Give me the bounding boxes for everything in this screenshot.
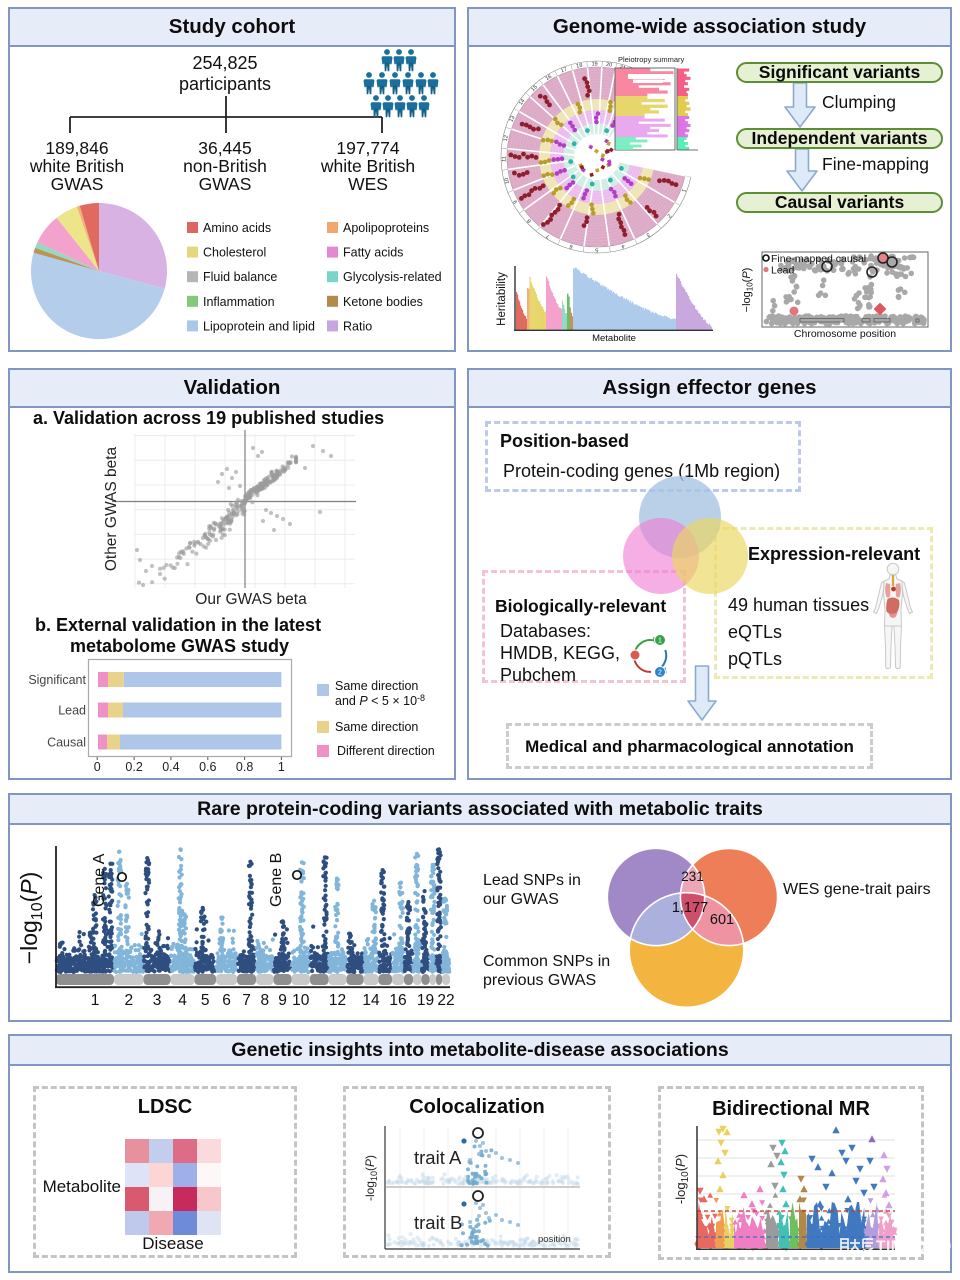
svg-text:6: 6 <box>569 243 574 250</box>
svg-text:Fatty acids: Fatty acids <box>343 246 403 260</box>
svg-text:2: 2 <box>124 992 133 1009</box>
svg-text:19: 19 <box>591 61 597 67</box>
svg-text:3: 3 <box>645 231 651 238</box>
svg-text:-log10(P): -log10(P) <box>363 1155 379 1201</box>
svg-text:Amino acids: Amino acids <box>203 221 271 235</box>
svg-text:Metabolite: Metabolite <box>592 333 636 344</box>
svg-text:1: 1 <box>680 188 687 193</box>
svg-text:Ratio: Ratio <box>343 319 372 333</box>
svg-text:0: 0 <box>94 760 101 774</box>
svg-text:18: 18 <box>576 63 583 70</box>
svg-text:16: 16 <box>389 992 406 1009</box>
svg-text:Gene A: Gene A <box>91 853 108 907</box>
svg-text:−log10(P): −log10(P) <box>16 872 46 965</box>
svg-text:trait A: trait A <box>414 1147 462 1168</box>
svg-text:0.4: 0.4 <box>162 760 179 774</box>
svg-text:231: 231 <box>681 869 704 884</box>
svg-text:17: 17 <box>560 67 568 75</box>
svg-text:5: 5 <box>201 992 210 1009</box>
svg-text:4: 4 <box>621 243 626 250</box>
svg-text:3: 3 <box>153 992 162 1009</box>
svg-text:7: 7 <box>545 232 551 239</box>
svg-text:0.8: 0.8 <box>236 760 253 774</box>
svg-text:7: 7 <box>242 992 251 1009</box>
svg-text:14: 14 <box>518 98 526 106</box>
svg-text:1: 1 <box>91 992 100 1009</box>
svg-text:Lipoprotein and lipid: Lipoprotein and lipid <box>203 319 315 333</box>
svg-text:12: 12 <box>503 135 510 142</box>
svg-text:8: 8 <box>260 992 269 1009</box>
svg-text:5: 5 <box>595 247 598 253</box>
svg-text:Ketone bodies: Ketone bodies <box>343 295 423 309</box>
svg-text:TIMEDOO: TIMEDOO <box>876 1239 952 1256</box>
svg-text:Cholesterol: Cholesterol <box>203 246 266 260</box>
svg-text:Lead: Lead <box>771 265 795 277</box>
svg-text:Glycolysis-related: Glycolysis-related <box>343 270 442 284</box>
svg-text:8: 8 <box>526 217 532 223</box>
svg-text:10: 10 <box>292 992 310 1009</box>
svg-text:-log10(P): -log10(P) <box>673 1154 691 1204</box>
svg-text:2: 2 <box>665 212 672 218</box>
svg-text:Inflammation: Inflammation <box>203 295 275 309</box>
svg-text:position: position <box>538 1234 571 1245</box>
svg-text:2: 2 <box>658 670 662 677</box>
svg-text:0.6: 0.6 <box>199 760 216 774</box>
svg-text:0.2: 0.2 <box>125 760 142 774</box>
svg-text:14: 14 <box>362 992 380 1009</box>
svg-text:Causal: Causal <box>47 736 86 750</box>
svg-text:Same direction: Same direction <box>335 679 418 693</box>
svg-text:Gene B: Gene B <box>268 853 285 907</box>
svg-text:11: 11 <box>501 156 507 162</box>
svg-text:1,177: 1,177 <box>672 900 708 916</box>
svg-text:9: 9 <box>513 199 520 205</box>
svg-text:19: 19 <box>417 992 434 1009</box>
svg-text:1: 1 <box>278 760 285 774</box>
svg-text:trait B: trait B <box>414 1212 462 1233</box>
svg-text:20: 20 <box>606 62 613 69</box>
svg-text:601: 601 <box>710 912 734 928</box>
svg-text:Heritability: Heritability <box>496 272 508 326</box>
svg-text:Different direction: Different direction <box>337 744 435 758</box>
svg-text:10: 10 <box>504 177 511 184</box>
svg-text:9: 9 <box>278 992 287 1009</box>
svg-text:Our GWAS beta: Our GWAS beta <box>195 591 307 608</box>
svg-text:and P < 5 × 10-8: and P < 5 × 10-8 <box>335 693 425 708</box>
svg-text:Pleiotropy summary: Pleiotropy summary <box>618 55 685 64</box>
svg-text:16: 16 <box>545 74 553 82</box>
svg-text:−log10(P): −log10(P) <box>741 268 755 313</box>
svg-text:Fluid balance: Fluid balance <box>203 270 277 284</box>
svg-text:15: 15 <box>530 84 539 93</box>
svg-text:Fine-mapped causal: Fine-mapped causal <box>771 253 866 265</box>
svg-text:Lead: Lead <box>58 704 86 718</box>
svg-text:Significant: Significant <box>28 673 86 687</box>
svg-text:22: 22 <box>437 992 454 1009</box>
svg-text:4: 4 <box>178 992 187 1009</box>
svg-text:Apolipoproteins: Apolipoproteins <box>343 221 429 235</box>
svg-text:12: 12 <box>329 992 346 1009</box>
svg-text:Other GWAS beta: Other GWAS beta <box>103 446 120 571</box>
svg-text:6: 6 <box>222 992 231 1009</box>
svg-text:1: 1 <box>658 638 662 645</box>
svg-text:Chromosome position: Chromosome position <box>794 328 896 340</box>
svg-text:13: 13 <box>509 115 517 123</box>
svg-text:Same direction: Same direction <box>335 720 418 734</box>
